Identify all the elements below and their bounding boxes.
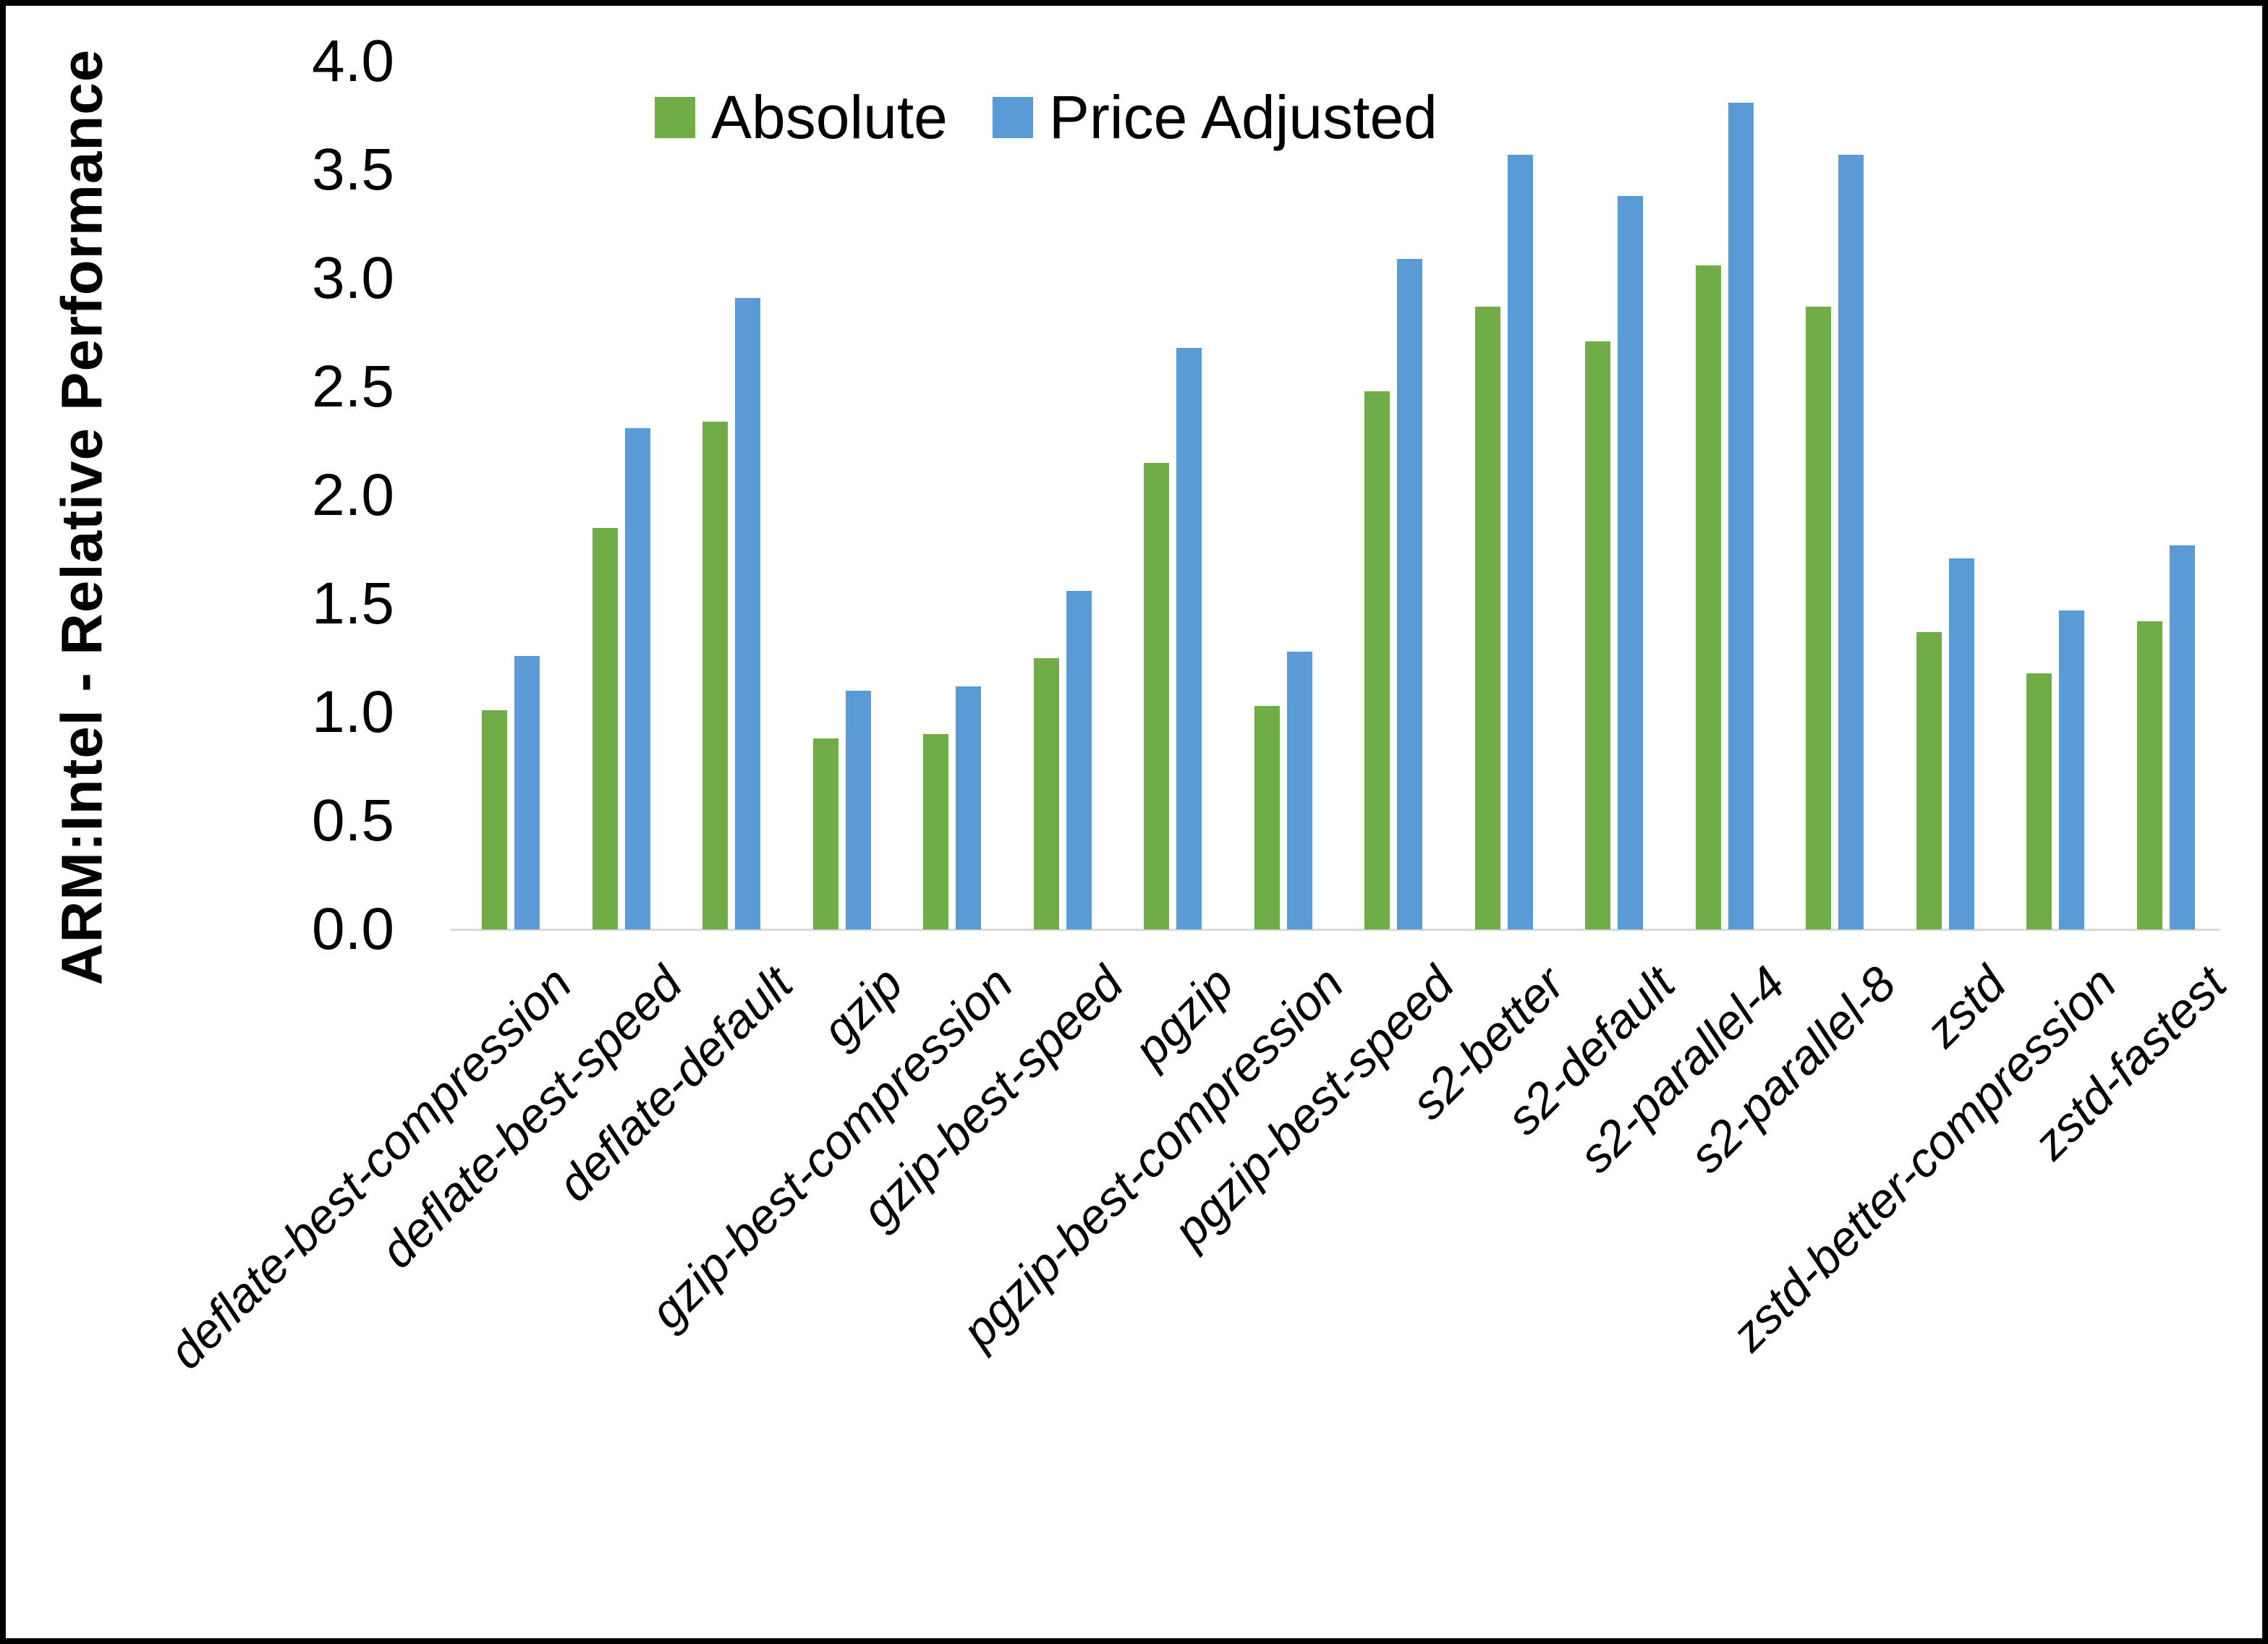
- bar-absolute: [1364, 391, 1390, 929]
- x-axis-line: [450, 929, 2220, 931]
- y-tick-label: 3.5: [312, 137, 394, 203]
- bar-absolute: [702, 422, 729, 929]
- legend-item-absolute: Absolute: [655, 87, 948, 148]
- legend-item-price-adjusted: Price Adjusted: [992, 83, 1437, 151]
- bar-price-adjusted: [1397, 259, 1423, 929]
- y-tick-label: 2.5: [312, 354, 394, 419]
- bar-absolute: [812, 738, 838, 929]
- bar-absolute: [592, 528, 618, 929]
- bar-absolute: [1254, 706, 1280, 929]
- y-tick-label: 1.5: [312, 571, 394, 636]
- y-tick-label: 1.0: [312, 679, 394, 745]
- bar-absolute: [1585, 341, 1611, 929]
- bar-price-adjusted: [2059, 610, 2085, 929]
- y-tick-label: 0.0: [312, 896, 394, 962]
- bar-price-adjusted: [735, 298, 761, 929]
- bar-price-adjusted: [956, 686, 982, 929]
- bar-price-adjusted: [1618, 196, 1644, 929]
- legend-swatch-price-adjusted-icon: [992, 96, 1033, 138]
- legend-label-absolute: Absolute: [711, 83, 948, 151]
- bar-price-adjusted: [1948, 558, 1974, 929]
- bar-absolute: [1806, 307, 1832, 929]
- bar-absolute: [1144, 463, 1170, 929]
- bar-absolute: [1033, 658, 1059, 929]
- bar-price-adjusted: [1066, 591, 1092, 929]
- bar-price-adjusted: [514, 656, 540, 929]
- bar-price-adjusted: [1838, 155, 1864, 929]
- legend: Absolute Price Adjusted: [655, 87, 1437, 148]
- legend-label-price-adjusted: Price Adjusted: [1048, 83, 1437, 151]
- bar-absolute: [923, 734, 949, 929]
- bar-absolute: [1474, 307, 1500, 929]
- bar-absolute: [1695, 265, 1721, 929]
- legend-swatch-absolute-icon: [655, 96, 695, 138]
- bar-price-adjusted: [1728, 103, 1754, 929]
- y-tick-label: 4.0: [312, 28, 394, 94]
- y-tick-label: 2.0: [312, 462, 394, 528]
- bar-absolute: [2026, 673, 2052, 929]
- bar-price-adjusted: [624, 428, 650, 929]
- y-tick-label: 0.5: [312, 788, 394, 853]
- bar-absolute: [2136, 621, 2162, 929]
- bar-price-adjusted: [1507, 155, 1533, 929]
- bar-price-adjusted: [1286, 652, 1312, 929]
- y-tick-label: 3.0: [312, 245, 394, 311]
- bar-absolute: [482, 710, 508, 929]
- bar-absolute: [1916, 632, 1942, 929]
- bar-price-adjusted: [845, 691, 871, 929]
- bar-price-adjusted: [1176, 348, 1202, 929]
- bar-price-adjusted: [2169, 545, 2195, 929]
